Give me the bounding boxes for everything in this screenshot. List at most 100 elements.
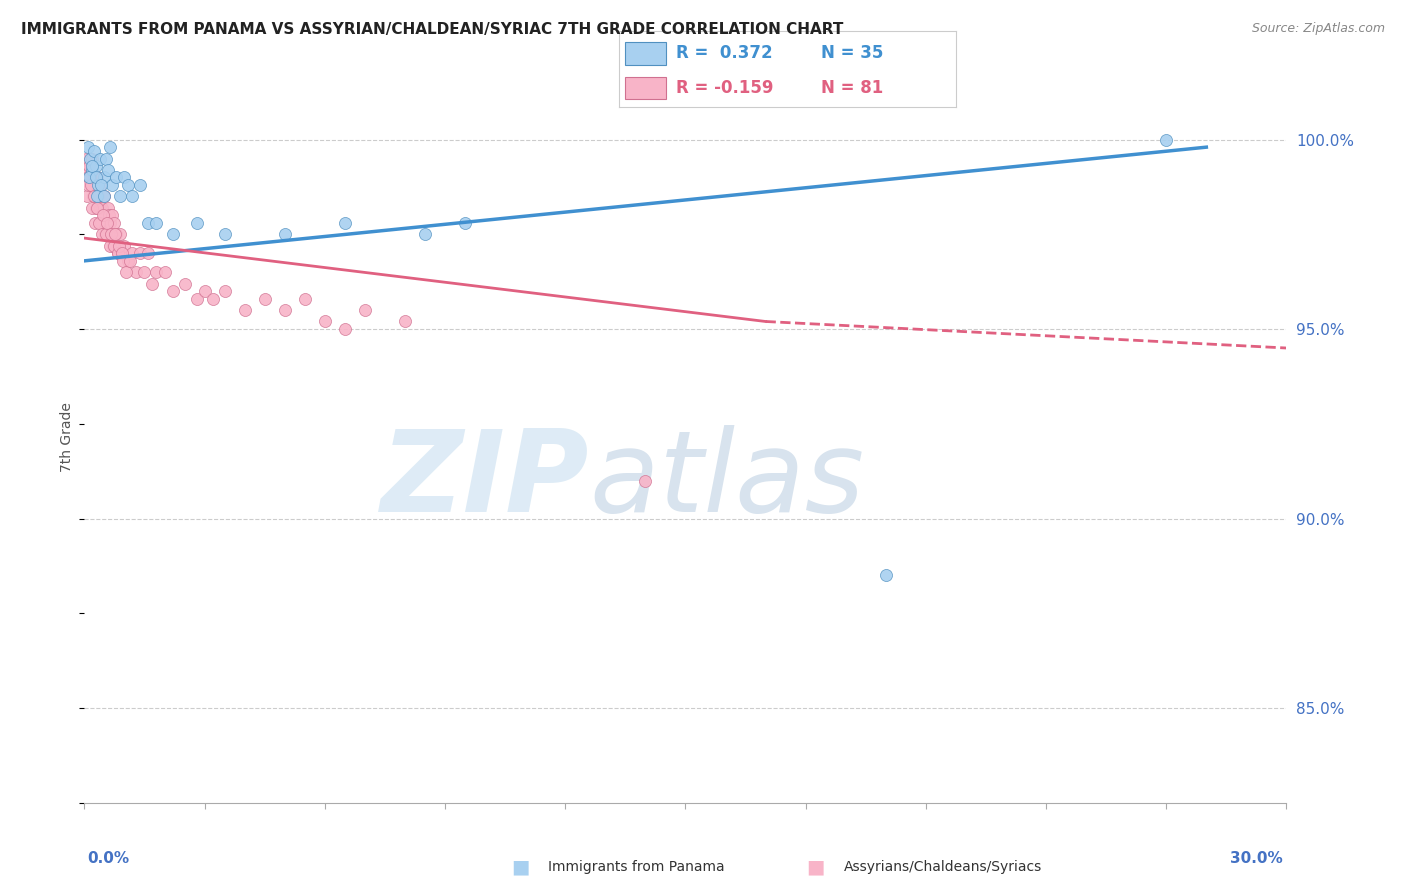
- Point: [93, 170, 115, 185]
- Point: [80, 178, 103, 192]
- Point: [111, 246, 134, 260]
- Text: ZIP: ZIP: [381, 425, 589, 536]
- Point: [103, 238, 125, 252]
- Text: Immigrants from Panama: Immigrants from Panama: [548, 860, 725, 874]
- Point: [80, 201, 103, 215]
- Point: [98, 208, 121, 222]
- Point: [94, 227, 117, 242]
- Text: R =  0.372: R = 0.372: [676, 45, 773, 62]
- Point: [111, 246, 134, 260]
- Point: [89, 178, 111, 192]
- Point: [76, 162, 98, 177]
- Point: [233, 303, 256, 318]
- Point: [98, 238, 121, 252]
- Point: [134, 265, 156, 279]
- Point: [101, 178, 124, 192]
- Point: [93, 208, 115, 222]
- Point: [77, 159, 100, 173]
- Point: [129, 246, 152, 260]
- Point: [103, 216, 125, 230]
- Point: [162, 227, 184, 242]
- Point: [77, 140, 100, 154]
- Point: [394, 314, 416, 328]
- Point: [91, 201, 114, 215]
- Point: [84, 216, 107, 230]
- Point: [79, 170, 101, 185]
- Text: Source: ZipAtlas.com: Source: ZipAtlas.com: [1251, 22, 1385, 36]
- Point: [121, 246, 143, 260]
- Point: [80, 159, 103, 173]
- Point: [110, 189, 132, 203]
- Point: [101, 208, 124, 222]
- Point: [145, 216, 167, 230]
- Y-axis label: 7th Grade: 7th Grade: [60, 402, 75, 472]
- Point: [114, 170, 135, 185]
- Point: [90, 178, 112, 192]
- Text: R = -0.159: R = -0.159: [676, 79, 773, 97]
- Point: [82, 152, 104, 166]
- Point: [83, 170, 105, 185]
- Point: [141, 277, 163, 291]
- Point: [121, 189, 143, 203]
- Point: [89, 201, 111, 215]
- Point: [75, 152, 97, 166]
- Point: [333, 322, 356, 336]
- Point: [333, 216, 356, 230]
- Text: ■: ■: [806, 857, 825, 877]
- Point: [100, 227, 122, 242]
- Point: [91, 227, 114, 242]
- Point: [138, 246, 160, 260]
- Point: [186, 216, 208, 230]
- Point: [79, 170, 101, 185]
- Point: [354, 303, 377, 318]
- Point: [107, 246, 129, 260]
- Point: [114, 238, 135, 252]
- Point: [214, 284, 236, 298]
- Point: [90, 216, 112, 230]
- Point: [138, 216, 160, 230]
- Point: [77, 178, 100, 192]
- Point: [83, 189, 105, 203]
- Point: [82, 162, 104, 177]
- Point: [107, 246, 129, 260]
- Point: [96, 216, 118, 230]
- Point: [454, 216, 477, 230]
- Point: [162, 284, 184, 298]
- Point: [86, 178, 108, 192]
- Point: [105, 170, 128, 185]
- Point: [117, 253, 139, 268]
- Point: [129, 178, 152, 192]
- Point: [253, 292, 276, 306]
- Point: [145, 265, 167, 279]
- Point: [86, 201, 108, 215]
- Point: [93, 189, 115, 203]
- Point: [104, 227, 127, 242]
- Point: [96, 152, 118, 166]
- Point: [91, 208, 114, 222]
- Point: [76, 189, 98, 203]
- Point: [105, 227, 128, 242]
- Point: [112, 253, 135, 268]
- Point: [110, 227, 132, 242]
- Point: [96, 216, 118, 230]
- Text: 0.0%: 0.0%: [87, 852, 129, 866]
- Point: [97, 201, 120, 215]
- Point: [314, 314, 336, 328]
- Point: [274, 227, 297, 242]
- Point: [94, 227, 117, 242]
- Point: [77, 170, 100, 185]
- Point: [1156, 132, 1178, 146]
- Point: [82, 189, 104, 203]
- Text: ■: ■: [510, 857, 530, 877]
- Point: [115, 265, 138, 279]
- Point: [87, 189, 110, 203]
- Point: [100, 227, 122, 242]
- Point: [153, 265, 176, 279]
- Point: [84, 201, 107, 215]
- Point: [97, 162, 120, 177]
- Point: [125, 265, 148, 279]
- Point: [108, 238, 131, 252]
- Point: [274, 303, 297, 318]
- Text: 30.0%: 30.0%: [1229, 852, 1282, 866]
- Point: [100, 140, 122, 154]
